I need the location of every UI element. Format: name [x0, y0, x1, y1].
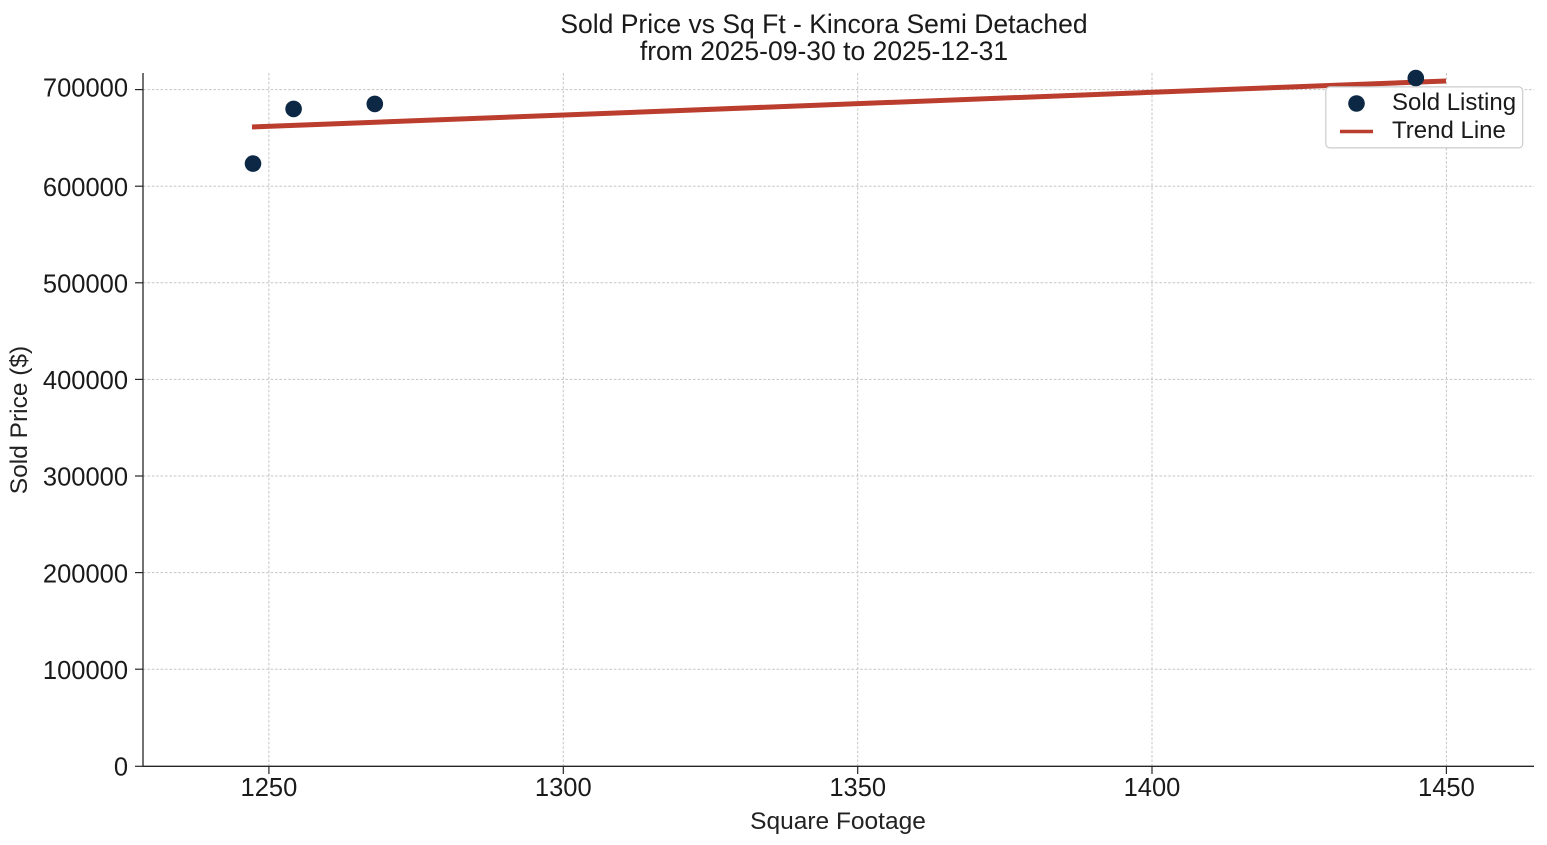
svg-text:Trend Line: Trend Line	[1392, 117, 1506, 144]
svg-text:300000: 300000	[43, 464, 128, 492]
svg-text:Square Footage: Square Footage	[750, 808, 926, 835]
svg-text:Sold Price vs Sq Ft - Kincora: Sold Price vs Sq Ft - Kincora Semi Detac…	[560, 9, 1087, 39]
svg-text:1300: 1300	[535, 774, 592, 802]
svg-text:Sold Price ($): Sold Price ($)	[6, 346, 33, 494]
svg-text:1350: 1350	[829, 774, 886, 802]
svg-text:0: 0	[114, 754, 128, 782]
svg-text:100000: 100000	[43, 657, 128, 685]
svg-text:200000: 200000	[43, 560, 128, 588]
svg-text:1450: 1450	[1418, 774, 1475, 802]
svg-text:400000: 400000	[43, 367, 128, 395]
svg-text:Sold Listing: Sold Listing	[1392, 89, 1516, 116]
svg-text:1400: 1400	[1124, 774, 1181, 802]
svg-text:1250: 1250	[241, 774, 298, 802]
svg-text:700000: 700000	[43, 74, 128, 102]
svg-text:from 2025-09-30 to 2025-12-31: from 2025-09-30 to 2025-12-31	[640, 36, 1008, 66]
svg-text:600000: 600000	[43, 174, 128, 202]
svg-text:500000: 500000	[43, 271, 128, 299]
